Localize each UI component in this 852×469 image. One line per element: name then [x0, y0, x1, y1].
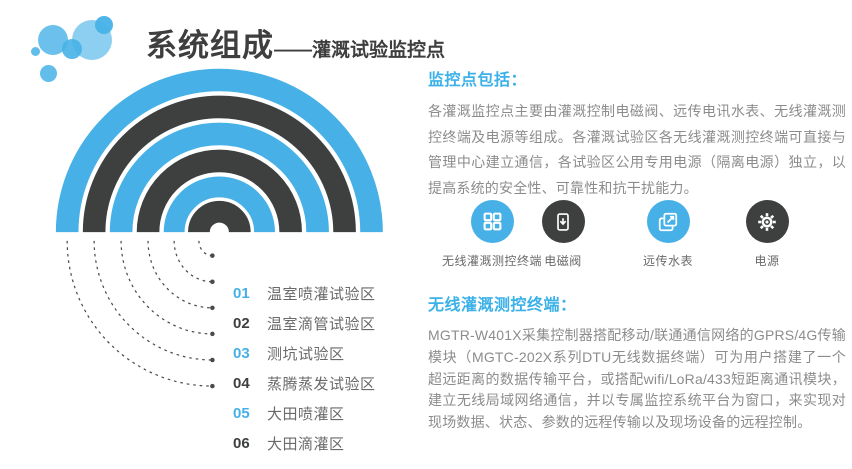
zone-label: 温室喷灌试验区 [267, 285, 376, 303]
arc-band-6 [188, 200, 251, 234]
monitoring-section-heading: 监控点包括： [428, 72, 528, 89]
zone-list-item: 01 温室喷灌试验区 [233, 283, 376, 303]
bubble [31, 47, 40, 56]
zone-label: 大田喷灌区 [267, 405, 345, 423]
component-label: 电源 [754, 254, 780, 268]
zone-number: 03 [233, 344, 250, 362]
component-item: 电磁阀 [503, 200, 623, 269]
zone-number: 05 [233, 404, 250, 422]
zone-list-item: 04 蒸腾蒸发试验区 [233, 373, 376, 393]
transfer-arrow-icon [646, 200, 690, 243]
connector-line-1 [198, 240, 213, 257]
bubble [95, 16, 113, 34]
app-grid-icon [470, 200, 514, 243]
page-title: 系统组成 [146, 28, 274, 63]
gear-icon [745, 200, 789, 243]
arc-band-2 [82, 95, 356, 233]
zone-label: 大田滴灌区 [267, 435, 345, 453]
connector-dot [210, 253, 215, 258]
connector-dot [210, 305, 215, 311]
arc-band-3 [109, 122, 329, 233]
connector-line-5 [93, 240, 213, 361]
arc-band-1 [55, 68, 383, 233]
component-label: 电磁阀 [544, 254, 582, 268]
zone-label: 温室滴管试验区 [267, 315, 376, 333]
connector-dot [210, 357, 215, 363]
zone-number: 06 [233, 434, 250, 452]
irrigation-zones-diagram [55, 68, 383, 389]
zone-list-item: 05 大田喷灌区 [233, 403, 345, 423]
zone-number: 02 [233, 314, 250, 332]
component-label: 远传水表 [642, 254, 693, 268]
zone-list-item: 03 测坑试验区 [233, 343, 345, 363]
zone-list-item: 06 大田滴灌区 [233, 433, 345, 453]
connector-dot [210, 279, 215, 284]
page-subtitle: ——灌溉试验监控点 [274, 40, 446, 61]
zone-list-item: 02 温室滴管试验区 [233, 313, 376, 333]
document-download-icon [541, 200, 585, 243]
connector-line-6 [66, 240, 213, 387]
monitoring-section-body: 各灌溉监控点主要由灌溉控制电磁阀、远传电讯水表、无线灌溉测控终端及电源等组成。各… [428, 103, 846, 196]
connector-line-3 [147, 240, 213, 309]
connector-line-2 [173, 240, 213, 283]
connector-dot [210, 383, 215, 389]
component-item: 电源 [707, 200, 827, 269]
zone-number: 04 [233, 374, 250, 392]
connector-line-4 [120, 240, 213, 335]
terminal-section-heading: 无线灌溉测控终端： [428, 297, 577, 314]
connector-dot [210, 331, 215, 337]
bubble [62, 39, 82, 59]
component-label: 无线灌溉测控终端 [441, 254, 542, 268]
bubble [40, 65, 57, 82]
terminal-section-body: MGTR-W401X采集控制器搭配移动/联通通信网络的GPRS/4G传输模块（M… [428, 327, 846, 431]
zone-label: 蒸腾蒸发试验区 [267, 375, 376, 393]
arc-band-4 [136, 149, 302, 233]
zone-label: 测坑试验区 [267, 345, 345, 363]
component-item: 无线灌溉测控终端 [432, 200, 552, 269]
arc-band-5 [163, 176, 275, 233]
page-header: 系统组成 ——灌溉试验监控点 [146, 20, 445, 65]
component-item: 远传水表 [608, 200, 728, 269]
zone-number: 01 [233, 284, 250, 302]
